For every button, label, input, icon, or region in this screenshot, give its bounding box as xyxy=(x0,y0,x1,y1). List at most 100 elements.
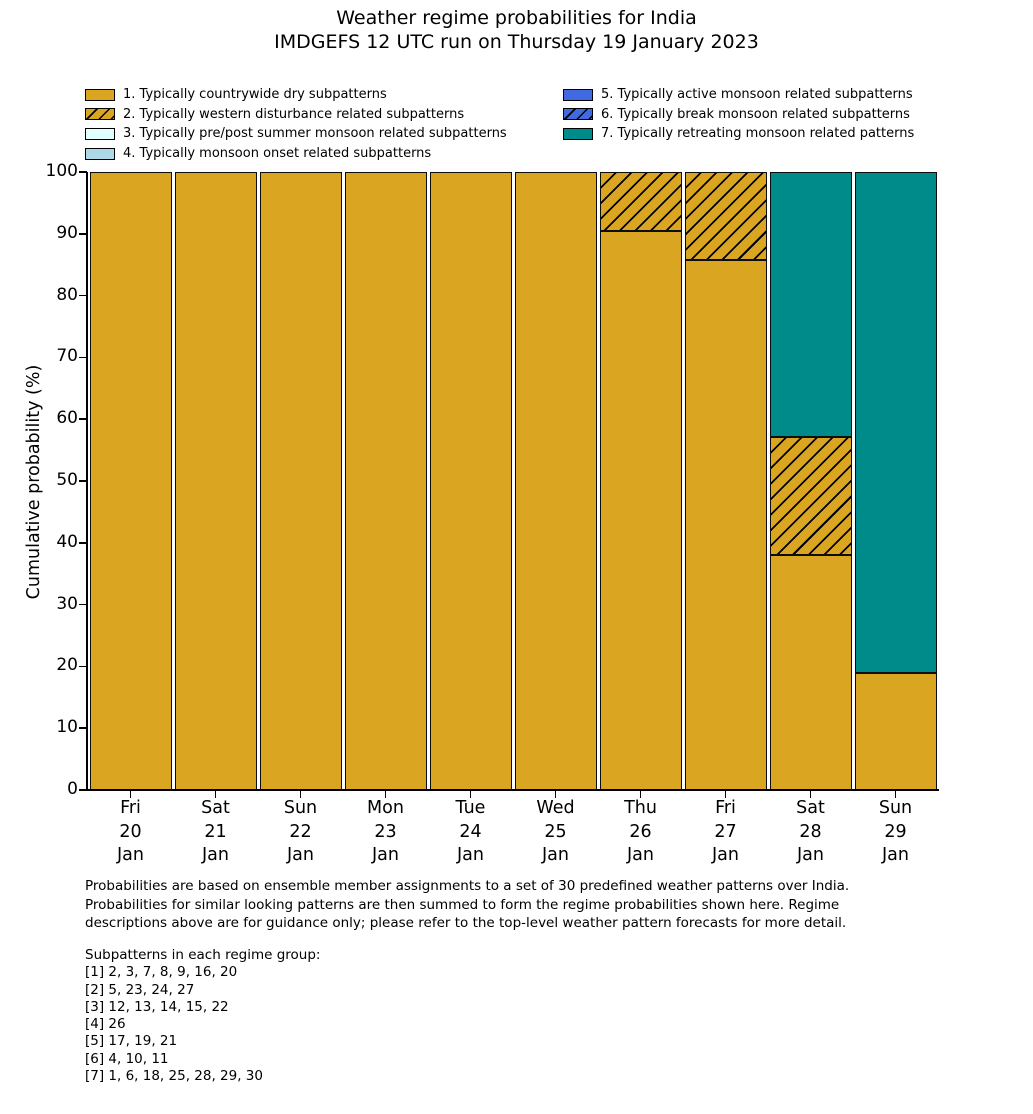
legend-swatch-icon xyxy=(563,127,593,140)
bar-segment xyxy=(259,172,342,790)
x-tick-label-line: 22 xyxy=(289,821,312,842)
y-tick-mark xyxy=(79,356,87,359)
legend-item-label: 5. Typically active monsoon related subp… xyxy=(601,87,913,103)
x-tick-mark xyxy=(299,790,302,798)
x-tick-label-line: Wed xyxy=(536,798,575,818)
y-tick-label: 70 xyxy=(56,346,78,367)
y-tick-label: 10 xyxy=(56,717,78,738)
y-tick-label: 0 xyxy=(67,779,78,799)
legend-swatch-icon xyxy=(563,108,593,121)
bar-segment xyxy=(89,172,172,790)
x-tick-mark xyxy=(639,790,642,798)
y-tick-label: 100 xyxy=(45,161,78,181)
x-tick-mark xyxy=(214,790,217,798)
x-tick-label-line: Jan xyxy=(542,845,569,865)
legend-item-label: 1. Typically countrywide dry subpatterns xyxy=(123,87,387,103)
y-tick-label: 20 xyxy=(56,655,78,676)
legend-item: 1. Typically countrywide dry subpatterns xyxy=(85,85,507,105)
legend-item: 3. Typically pre/post summer monsoon rel… xyxy=(85,124,507,144)
y-tick-mark xyxy=(79,233,87,235)
x-tick-label-line: 26 xyxy=(629,821,652,842)
bar-segment xyxy=(599,230,682,790)
legend-item-label: 3. Typically pre/post summer monsoon rel… xyxy=(123,126,507,142)
y-tick-mark xyxy=(79,603,87,606)
x-tick-label-line: Thu xyxy=(624,798,657,818)
x-tick-label-line: Sun xyxy=(878,798,913,818)
subpattern-group: [6] 4, 10, 11 xyxy=(85,1050,169,1067)
x-tick-mark xyxy=(894,790,897,798)
x-tick-label-line: Fri xyxy=(120,798,141,818)
footer-line: Probabilities for similar looking patter… xyxy=(85,896,840,913)
bar-segment xyxy=(174,172,257,790)
x-tick-mark xyxy=(809,790,812,798)
y-tick-mark xyxy=(79,418,87,421)
subpattern-group: [2] 5, 23, 24, 27 xyxy=(85,981,195,998)
bar-segment xyxy=(599,172,682,231)
x-axis-spine xyxy=(87,789,939,791)
subpattern-group: [5] 17, 19, 21 xyxy=(85,1033,178,1050)
x-tick-label-line: Jan xyxy=(202,845,229,865)
x-tick-label-line: 27 xyxy=(714,821,737,842)
subpattern-group: [1] 2, 3, 7, 8, 9, 16, 20 xyxy=(85,964,238,981)
x-tick-label: Mon 23 Jan xyxy=(367,797,404,868)
legend-swatch-icon xyxy=(85,108,115,121)
bar-segment xyxy=(514,172,597,790)
y-tick-mark xyxy=(79,665,87,668)
x-tick-label: Fri 20 Jan xyxy=(117,797,144,868)
subpattern-group: [3] 12, 13, 14, 15, 22 xyxy=(85,998,229,1015)
footer-note: Probabilities are based on ensemble memb… xyxy=(85,877,849,933)
y-tick-label: 90 xyxy=(56,222,78,243)
legend-swatch-icon xyxy=(563,88,593,101)
x-tick-label-line: Jan xyxy=(457,845,484,865)
x-tick-label: Thu 26 Jan xyxy=(624,797,657,868)
footer-line: Probabilities are based on ensemble memb… xyxy=(85,878,850,894)
chart-subtitle: IMDGEFS 12 UTC run on Thursday 19 Januar… xyxy=(274,31,759,53)
subpattern-group: [4] 26 xyxy=(85,1016,126,1033)
x-tick-label-line: 21 xyxy=(204,821,227,842)
y-tick-mark xyxy=(79,294,87,297)
plot-area xyxy=(88,172,938,790)
x-tick-label-line: Sat xyxy=(201,798,230,818)
x-tick-label-line: Jan xyxy=(712,845,739,865)
legend-item: 2. Typically western disturbance related… xyxy=(85,105,507,125)
x-tick-label-line: 28 xyxy=(799,821,822,842)
x-tick-label: Sun 29 Jan xyxy=(879,797,912,868)
subpatterns-heading: Subpatterns in each regime group: xyxy=(85,947,321,963)
legend-item: 4. Typically monsoon onset related subpa… xyxy=(85,144,507,164)
legend-item-label: 2. Typically western disturbance related… xyxy=(123,106,465,122)
legend-item: 6. Typically break monsoon related subpa… xyxy=(563,105,914,125)
x-tick-label: Fri 27 Jan xyxy=(712,797,739,868)
bar-segment xyxy=(429,172,512,790)
x-tick-label-line: Jan xyxy=(372,845,399,865)
x-tick-label-line: 23 xyxy=(374,821,397,842)
y-axis-spine xyxy=(86,172,88,790)
footer-line: descriptions above are for guidance only… xyxy=(85,915,847,932)
y-tick-mark xyxy=(79,480,87,482)
bar-segment xyxy=(769,554,852,790)
chart-title: Weather regime probabilities for India xyxy=(336,7,697,29)
x-tick-label-line: 20 xyxy=(119,821,142,842)
x-tick-label: Wed 25 Jan xyxy=(536,797,574,868)
bar-segment xyxy=(769,172,852,438)
x-tick-label: Sun 22 Jan xyxy=(284,797,317,868)
legend-item: 7. Typically retreating monsoon related … xyxy=(563,124,914,144)
legend-swatch-icon xyxy=(85,88,115,101)
y-tick-mark xyxy=(79,171,87,173)
legend-swatch-icon xyxy=(85,147,115,160)
y-tick-label: 80 xyxy=(56,284,78,305)
x-tick-label-line: Jan xyxy=(882,845,909,865)
subpatterns-list: Subpatterns in each regime group: [1] 2,… xyxy=(85,947,320,1085)
bar-segment xyxy=(684,260,767,790)
y-tick-label: 40 xyxy=(56,531,78,552)
x-tick-mark xyxy=(554,790,557,798)
bar-segment xyxy=(684,172,767,261)
subpattern-group: [7] 1, 6, 18, 25, 28, 29, 30 xyxy=(85,1068,263,1085)
x-tick-mark xyxy=(724,790,727,798)
bar-segment xyxy=(769,437,852,555)
x-tick-label-line: Jan xyxy=(117,845,144,865)
bar-segment xyxy=(344,172,427,790)
x-tick-label-line: 29 xyxy=(884,821,907,842)
y-tick-mark xyxy=(79,542,87,544)
y-tick-label: 50 xyxy=(56,470,78,490)
